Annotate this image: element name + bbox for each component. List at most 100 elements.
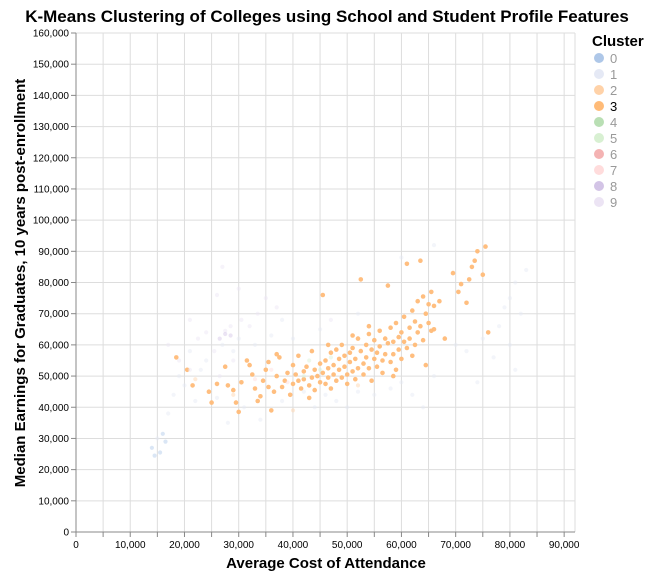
y-tick-label: 90,000 xyxy=(38,247,69,258)
legend-label-3[interactable]: 3 xyxy=(610,99,617,114)
point-cluster-3 xyxy=(469,264,475,270)
legend-label-7[interactable]: 7 xyxy=(610,163,617,178)
point-cluster-3 xyxy=(412,342,418,348)
point-cluster-1 xyxy=(507,296,512,301)
legend-label-2[interactable]: 2 xyxy=(610,83,617,98)
point-cluster-3 xyxy=(306,395,312,401)
legend-symbol-4[interactable] xyxy=(594,117,604,127)
point-cluster-9 xyxy=(204,330,209,335)
y-tick-label: 150,000 xyxy=(33,60,70,71)
legend-symbol-9[interactable] xyxy=(594,197,604,207)
point-cluster-3 xyxy=(393,320,399,326)
point-cluster-3 xyxy=(426,320,431,326)
point-cluster-3 xyxy=(353,356,358,362)
point-cluster-9 xyxy=(228,324,233,329)
legend-label-4[interactable]: 4 xyxy=(610,115,617,130)
point-cluster-1 xyxy=(182,383,187,388)
point-cluster-3 xyxy=(328,350,334,356)
point-cluster-9 xyxy=(263,296,268,301)
point-cluster-3 xyxy=(426,302,431,307)
y-tick-label: 20,000 xyxy=(38,465,69,476)
y-tick-label: 120,000 xyxy=(33,153,70,164)
legend-label-6[interactable]: 6 xyxy=(610,147,617,162)
point-cluster-3 xyxy=(431,303,437,309)
legend-label-9[interactable]: 9 xyxy=(610,195,617,210)
point-cluster-3 xyxy=(363,355,369,360)
point-cluster-3 xyxy=(239,380,244,385)
point-cluster-3 xyxy=(331,362,336,368)
point-cluster-3 xyxy=(393,367,399,373)
point-cluster-3 xyxy=(304,364,309,370)
legend-symbol-0[interactable] xyxy=(594,53,604,63)
y-tick-label: 80,000 xyxy=(38,278,69,289)
point-cluster-9 xyxy=(236,286,241,291)
point-cluster-1 xyxy=(355,311,361,316)
point-cluster-3 xyxy=(350,345,355,351)
point-cluster-3 xyxy=(231,387,236,393)
point-cluster-1 xyxy=(372,392,377,397)
point-cluster-3 xyxy=(355,336,361,341)
y-tick-label: 30,000 xyxy=(38,434,69,445)
point-cluster-3 xyxy=(456,289,461,295)
legend-symbol-8[interactable] xyxy=(594,181,604,191)
y-tick-label: 40,000 xyxy=(38,403,69,414)
point-cluster-9 xyxy=(239,317,244,322)
point-cluster-1 xyxy=(198,367,203,372)
point-cluster-9 xyxy=(214,292,220,298)
point-cluster-3 xyxy=(369,347,374,352)
legend-symbol-5[interactable] xyxy=(594,133,604,143)
point-cluster-3 xyxy=(472,258,478,264)
point-cluster-3 xyxy=(274,373,280,379)
point-cluster-3 xyxy=(350,369,355,374)
point-cluster-3 xyxy=(355,366,361,371)
point-cluster-3 xyxy=(206,389,212,395)
axes: 0 10,000 20,000 30,000 40,000 50,000 60,000 70,… xyxy=(33,29,580,552)
legend-label-1[interactable]: 1 xyxy=(610,67,617,82)
point-cluster-3 xyxy=(258,394,263,399)
point-cluster-3 xyxy=(250,372,255,377)
point-cluster-3 xyxy=(274,351,280,357)
x-tick-label: 50,000 xyxy=(332,540,363,551)
point-cluster-3 xyxy=(385,283,391,288)
point-cluster-3 xyxy=(306,383,312,388)
point-cluster-1 xyxy=(171,392,176,397)
point-cluster-5 xyxy=(328,355,333,360)
point-cluster-3 xyxy=(420,337,426,343)
point-cluster-9 xyxy=(212,349,217,354)
point-cluster-3 xyxy=(325,342,331,348)
point-cluster-3 xyxy=(358,277,364,282)
legend-label-0[interactable]: 0 xyxy=(610,51,617,66)
legend-label-5[interactable]: 5 xyxy=(610,131,617,146)
legend-label-8[interactable]: 8 xyxy=(610,179,617,194)
x-tick-label: 0 xyxy=(73,540,79,551)
point-cluster-3 xyxy=(225,383,231,388)
point-cluster-1 xyxy=(453,342,458,347)
legend-symbol-7[interactable] xyxy=(594,165,604,175)
point-cluster-3 xyxy=(431,327,437,332)
point-cluster-0 xyxy=(149,445,154,450)
point-cluster-3 xyxy=(236,409,241,415)
point-cluster-3 xyxy=(423,311,429,317)
point-cluster-3 xyxy=(391,351,396,357)
x-tick-label: 90,000 xyxy=(549,540,580,551)
legend-symbol-3[interactable] xyxy=(594,101,604,111)
point-cluster-3 xyxy=(361,361,366,366)
point-cluster-3 xyxy=(336,356,342,362)
legend-symbol-2[interactable] xyxy=(594,85,604,95)
point-cluster-3 xyxy=(336,367,342,373)
legend-symbol-1[interactable] xyxy=(594,69,604,79)
point-cluster-9 xyxy=(187,317,192,322)
point-cluster-1 xyxy=(421,405,426,410)
point-cluster-3 xyxy=(363,342,369,348)
point-cluster-3 xyxy=(290,381,296,387)
point-cluster-1 xyxy=(464,349,469,354)
point-cluster-3 xyxy=(344,372,350,377)
point-cluster-3 xyxy=(410,308,415,313)
legend-symbol-6[interactable] xyxy=(594,149,604,159)
point-cluster-3 xyxy=(382,336,388,341)
point-cluster-3 xyxy=(415,298,421,304)
point-cluster-3 xyxy=(399,356,404,362)
point-cluster-3 xyxy=(323,358,328,363)
point-cluster-3 xyxy=(385,341,391,346)
